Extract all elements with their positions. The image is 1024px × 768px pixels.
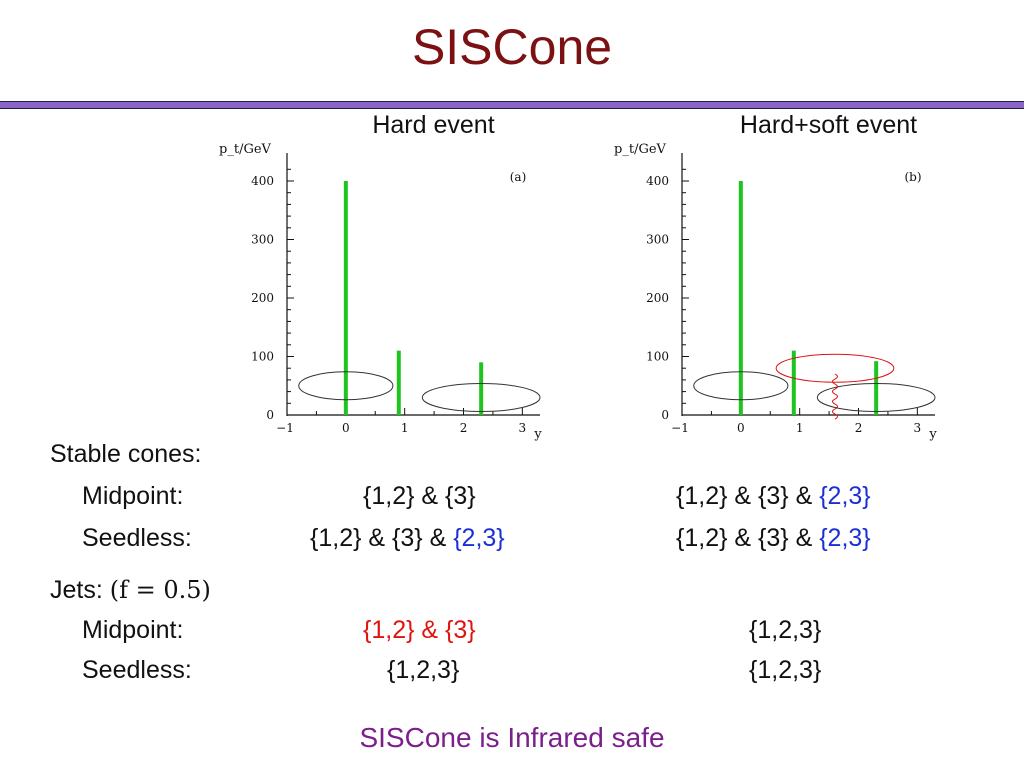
particle-bar [791, 350, 796, 415]
stable-seedless-label: Seedless: [82, 524, 192, 552]
y-tick-label: 200 [251, 291, 274, 305]
chart-title: Hard event [372, 111, 494, 139]
slide-footer: SISCone is Infrared safe [359, 722, 665, 753]
soft-particle [831, 373, 838, 420]
jets-midpoint-hardsoft: {1,2,3} [749, 616, 822, 644]
jets-seedless-hard: {1,2,3} [387, 656, 460, 684]
panel-tag: (a) [510, 170, 527, 184]
chart-title: Hard+soft event [740, 111, 917, 139]
jets-heading-label: Jets: [50, 576, 103, 604]
y-axis-label: p_t/GeV [614, 142, 667, 157]
y-tick-label: 400 [646, 174, 669, 188]
stable-seedless-hard-extra: {2,3} [453, 524, 505, 552]
jets-midpoint-hard: {1,2} & {3} [363, 616, 476, 644]
x-tick-label: 2 [855, 421, 863, 435]
x-tick-label: 1 [796, 421, 804, 435]
x-tick-label: 3 [914, 421, 922, 435]
stable-seedless-hardsoft: {1,2} & {3} & {2,3} [676, 524, 871, 553]
jets-seedless-label: Seedless: [82, 656, 192, 684]
stable-midpoint-hard-value: {1,2} & {3} [363, 482, 476, 510]
x-axis-label: y [928, 427, 937, 442]
cone-ellipse [298, 371, 394, 401]
cone-ellipse [693, 371, 789, 401]
x-tick-label: −1 [671, 421, 689, 435]
y-tick-label: 300 [251, 233, 274, 247]
stable-seedless-hard: {1,2} & {3} & {2,3} [310, 524, 505, 553]
cone-ellipse [421, 382, 541, 412]
stable-seedless-hard-value: {1,2} & {3} & [310, 524, 454, 552]
x-tick-label: 0 [737, 421, 745, 435]
stable-seedless-hardsoft-extra: {2,3} [819, 524, 871, 552]
stable-midpoint-hardsoft: {1,2} & {3} & {2,3} [676, 482, 871, 511]
stable-seedless-hardsoft-value: {1,2} & {3} & [676, 524, 820, 552]
y-tick-label: 300 [646, 233, 669, 247]
x-tick-label: 3 [519, 421, 527, 435]
jets-seedless-hardsoft: {1,2,3} [749, 656, 822, 684]
y-axis-label: p_t/GeV [219, 142, 272, 157]
x-tick-label: 1 [401, 421, 409, 435]
y-tick-label: 0 [266, 408, 274, 422]
particle-bar [738, 181, 743, 415]
x-axis-label: y [533, 427, 542, 442]
stable-midpoint-label: Midpoint: [82, 482, 184, 510]
y-tick-label: 200 [646, 291, 669, 305]
title-divider [0, 101, 1024, 109]
panel-tag: (b) [904, 170, 921, 184]
y-tick-label: 0 [661, 408, 669, 422]
stable-midpoint-hardsoft-value: {1,2} & {3} & [676, 482, 820, 510]
stable-cones-heading: Stable cones: [50, 440, 202, 468]
jets-heading: Jets: (f = 0.5) [50, 576, 211, 605]
y-tick-label: 400 [251, 174, 274, 188]
x-tick-label: 2 [460, 421, 468, 435]
stable-midpoint-hardsoft-extra: {2,3} [819, 482, 871, 510]
jets-param: (f = 0.5) [109, 576, 211, 604]
particle-bar [874, 361, 879, 415]
x-tick-label: −1 [276, 421, 294, 435]
cone-ellipse [816, 382, 936, 412]
stable-midpoint-hard: {1,2} & {3} [363, 482, 476, 511]
particle-bar [343, 181, 348, 415]
y-tick-label: 100 [251, 350, 274, 364]
particle-bar [396, 350, 401, 415]
y-tick-label: 100 [646, 350, 669, 364]
x-tick-label: 0 [342, 421, 350, 435]
slide-title: SISCone [411, 19, 613, 75]
particle-bar [479, 362, 484, 415]
cone-ellipse [775, 353, 895, 383]
jets-midpoint-label: Midpoint: [82, 616, 184, 644]
